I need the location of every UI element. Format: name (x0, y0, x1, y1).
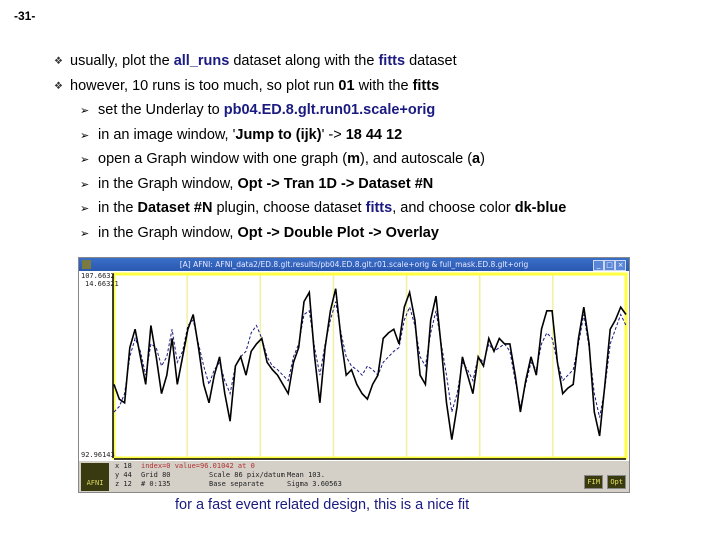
bullet-text: open a Graph window with one graph ( (98, 151, 348, 167)
arrow-bullet-icon: ➢ (80, 154, 90, 166)
bullet-text: dk-blue (514, 200, 567, 216)
slide-number: -31- (14, 9, 36, 23)
bullet-text: m (347, 151, 360, 167)
plot-frame (112, 272, 628, 460)
bullet-text: fitts (378, 53, 406, 69)
sigma-readout: Sigma 3.60563 (287, 480, 342, 488)
arrow-bullet-icon: ➢ (80, 227, 90, 240)
data-series-line (113, 288, 627, 440)
arrow-bullet-icon: ➢ (80, 178, 90, 191)
sub-bullet: in the Graph window, Opt -> Double Plot … (98, 225, 439, 241)
bullet-text: fitts (412, 78, 440, 94)
bullet: usually, plot the all_runs dataset along… (70, 53, 457, 69)
y-bottom-label: 92.96143 (81, 451, 115, 459)
bullet: however, 10 runs is too much, so plot ru… (70, 78, 439, 94)
bullet-text: 18 44 12 (345, 126, 403, 143)
bullet-text: dataset along with the (229, 53, 379, 69)
bullet-text: dataset (405, 53, 457, 69)
window-title-bar: [A] AFNI: AFNI_data2/ED.8.glt.results/pb… (79, 258, 629, 271)
bullet-text: Jump to (ijk) (235, 126, 322, 143)
bullet-text: ' -> (321, 126, 346, 143)
index-readout: index=0 value=96.01042 at 0 (141, 462, 255, 470)
bullet-text: usually, plot the (70, 53, 174, 69)
arrow-bullet-icon: ➢ (80, 105, 90, 117)
y-top-label: 107.6632 (81, 272, 115, 280)
app-icon (82, 260, 91, 269)
scale-readout: Scale 86 pix/datum (209, 471, 285, 479)
bullet-text: 01 (338, 78, 355, 94)
x-coord: x 18 (115, 462, 132, 470)
caption: for a fast event related design, this is… (175, 497, 470, 513)
y-top-label-2: 14.66321 (85, 280, 119, 288)
bullet-text: all_runs (173, 53, 230, 69)
sub-bullet: set the Underlay to pb04.ED.8.glt.run01.… (98, 102, 435, 118)
graph-area[interactable]: 107.6632 14.66321 92.96143 (79, 271, 629, 461)
afni-logo: AFNI (81, 463, 109, 491)
bullet-text: in the Graph window, (98, 175, 238, 192)
y-coord: y 44 (115, 471, 132, 479)
sub-bullet: open a Graph window with one graph (m), … (98, 151, 485, 167)
bullet-text: in the Graph window, (98, 224, 238, 241)
z-coord: z 12 (115, 480, 132, 488)
maximize-button[interactable]: □ (604, 260, 615, 271)
base-readout: Base separate (209, 480, 264, 488)
bullet-text: with the (354, 78, 413, 94)
bullet-text: ), and autoscale ( (359, 151, 473, 167)
arrow-bullet-icon: ➢ (80, 203, 90, 215)
bullet-text: fitts (365, 200, 393, 216)
sub-bullet: in the Graph window, Opt -> Tran 1D -> D… (98, 176, 433, 192)
grid-readout: Grid 80 (141, 471, 171, 479)
num-readout: # 0:135 (141, 480, 171, 488)
sub-bullet: in the Dataset #N plugin, choose dataset… (98, 200, 566, 216)
bullet-text: Opt -> Tran 1D -> Dataset #N (237, 175, 434, 192)
bullet-text: ) (480, 151, 485, 167)
bullet-text: plugin, choose dataset (212, 200, 366, 216)
diamond-bullet-icon: ❖ (54, 81, 63, 92)
bullet-text: Opt -> Double Plot -> Overlay (237, 224, 439, 241)
afni-graph-window: [A] AFNI: AFNI_data2/ED.8.glt.results/pb… (78, 257, 630, 493)
opt-button[interactable]: Opt (607, 475, 626, 489)
arrow-bullet-icon: ➢ (80, 129, 90, 142)
close-button[interactable]: × (615, 260, 626, 271)
minimize-button[interactable]: _ (593, 260, 604, 271)
bullet-text: pb04.ED.8.glt.run01.scale+orig (223, 102, 436, 118)
window-title: [A] AFNI: AFNI_data2/ED.8.glt.results/pb… (179, 260, 529, 269)
bullet-text: however, 10 runs is too much, so plot ru… (70, 78, 339, 94)
fit-series-line (113, 301, 627, 418)
bullet-text: Dataset #N (137, 200, 213, 216)
bullet-text: a (472, 151, 481, 167)
bullet-text: , and choose color (392, 200, 515, 216)
bullet-text: in an image window, ' (98, 126, 236, 143)
fim-button[interactable]: FIM (584, 475, 603, 489)
diamond-bullet-icon: ❖ (54, 56, 63, 67)
info-panel: AFNI x 18 y 44 z 12 index=0 value=96.010… (79, 461, 629, 492)
bullet-text: in the (98, 200, 138, 216)
sub-bullet: in an image window, 'Jump to (ijk)' -> 1… (98, 127, 402, 143)
time-series-plot (112, 272, 628, 460)
bullet-text: set the Underlay to (98, 102, 224, 118)
mean-readout: Mean 103. (287, 471, 325, 479)
